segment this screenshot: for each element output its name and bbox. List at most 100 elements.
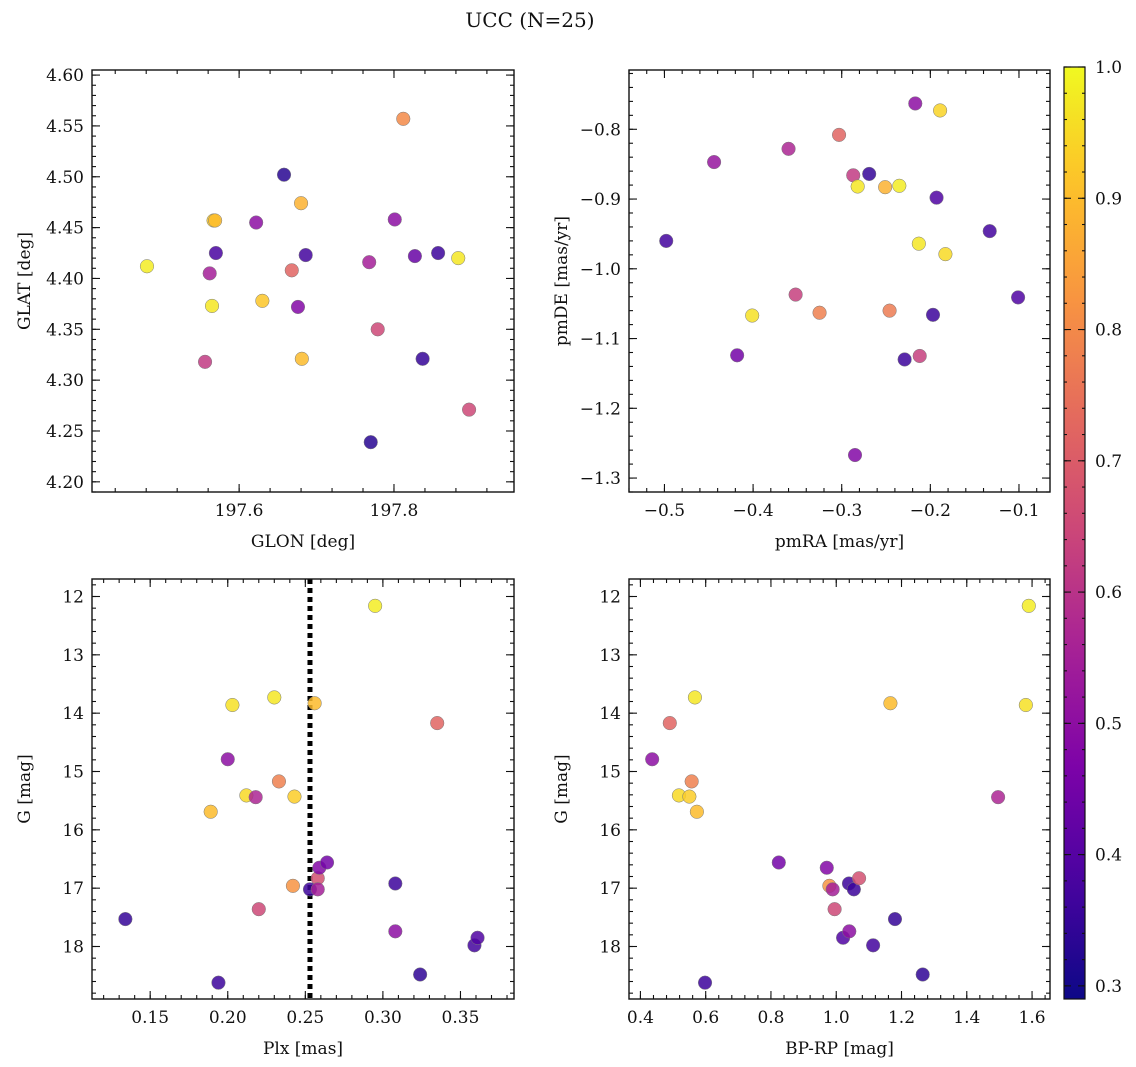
axis-ticks xyxy=(92,579,514,999)
scatter-point xyxy=(470,930,485,945)
colorbar-tick-label: 0.3 xyxy=(1095,977,1122,997)
colorbar-tick-label: 0.4 xyxy=(1095,846,1122,866)
scatter-point xyxy=(991,790,1006,805)
figure-title: UCC (N=25) xyxy=(465,8,594,32)
y-tick-label: 4.20 xyxy=(46,473,84,493)
scatter-point xyxy=(413,967,428,982)
scatter-point xyxy=(267,690,282,705)
scatter-points xyxy=(139,111,477,450)
scatter-point xyxy=(1011,290,1026,305)
x-tick-label: 0.35 xyxy=(442,1008,480,1028)
y-tick-label: 4.55 xyxy=(46,117,84,137)
scatter-point xyxy=(294,196,309,211)
scatter-point xyxy=(290,299,306,314)
scatter-point xyxy=(139,259,155,274)
y-tick-label: −0.8 xyxy=(580,120,621,140)
y-tick-label: 4.30 xyxy=(46,371,84,391)
scatter-point xyxy=(825,882,840,897)
scatter-point xyxy=(662,716,677,731)
scatter-point xyxy=(745,308,760,323)
x-axis-label: GLON [deg] xyxy=(251,532,355,552)
scatter-point xyxy=(707,155,722,170)
panel-glon-glat: 197.6 197.8 4.20 4.25 4.30 4.35 4.40 4.45 4.50 4.… xyxy=(15,66,515,552)
scatter-point xyxy=(310,882,325,897)
y-axis-label: GLAT [deg] xyxy=(15,232,35,330)
y-tick-label: −1.3 xyxy=(580,469,621,489)
y-tick-label: 12 xyxy=(62,588,84,608)
y-tick-label: 4.40 xyxy=(46,269,84,289)
scatter-point xyxy=(819,860,834,875)
scatter-point xyxy=(368,598,383,613)
x-axis-label: BP-RP [mag] xyxy=(785,1039,894,1059)
x-tick-label: 0.15 xyxy=(131,1008,169,1028)
scatter-point xyxy=(827,902,842,917)
scatter-point xyxy=(208,213,223,228)
scatter-point xyxy=(249,215,264,230)
scatter-point xyxy=(862,166,877,181)
axis-ticks xyxy=(628,70,1050,493)
colorbar-tick-label: 0.9 xyxy=(1095,189,1122,209)
scatter-point xyxy=(697,975,713,990)
axis-ticks xyxy=(92,70,514,493)
scatter-point xyxy=(771,855,786,870)
axes-frame xyxy=(628,69,1051,493)
scatter-point xyxy=(255,293,270,308)
colorbar-tick-label: 0.6 xyxy=(1095,583,1122,603)
scatter-point xyxy=(307,696,322,711)
scatter-point xyxy=(211,975,226,990)
x-axis-label: pmRA [mas/yr] xyxy=(775,532,904,552)
scatter-point xyxy=(887,912,903,927)
scatter-point xyxy=(682,789,697,804)
scatter-point xyxy=(202,266,217,281)
y-axis-label: G [mag] xyxy=(552,754,572,823)
panel-plx-g: 0.15 0.20 0.25 0.30 0.35 12 13 14 15 16 17 18 Plx [m… xyxy=(15,578,515,1059)
x-tick-label: 0.30 xyxy=(364,1008,402,1028)
x-tick-label: 1.2 xyxy=(888,1008,915,1028)
y-tick-label: 15 xyxy=(599,763,621,783)
y-tick-label: 16 xyxy=(599,821,621,841)
scatter-point xyxy=(363,435,378,450)
y-tick-label: −1.2 xyxy=(580,399,621,419)
scatter-point xyxy=(866,938,881,953)
y-tick-label: 16 xyxy=(62,821,84,841)
scatter-point xyxy=(208,245,223,261)
scatter-point xyxy=(788,287,803,302)
scatter-point xyxy=(431,245,446,261)
scatter-point xyxy=(929,190,944,205)
scatter-point xyxy=(659,233,674,248)
y-tick-label: 4.60 xyxy=(46,66,84,86)
scatter-point xyxy=(388,924,403,939)
x-tick-label: 0.8 xyxy=(757,1008,784,1028)
scatter-point xyxy=(842,924,857,939)
scatter-point xyxy=(387,212,402,227)
scatter-point xyxy=(204,298,220,313)
x-tick-label: −0.1 xyxy=(998,501,1039,521)
scatter-points xyxy=(659,96,1026,463)
scatter-point xyxy=(396,111,411,126)
scatter-point xyxy=(294,351,309,366)
y-tick-label: 13 xyxy=(62,646,84,666)
panels: 197.6 197.8 4.20 4.25 4.30 4.35 4.40 4.45 4.50 4.… xyxy=(15,66,1051,1059)
scatter-point xyxy=(203,804,218,819)
y-tick-label: 17 xyxy=(62,879,84,899)
scatter-point xyxy=(220,752,235,767)
y-tick-label: 4.45 xyxy=(46,219,84,239)
x-tick-label: −0.4 xyxy=(732,501,773,521)
scatter-point xyxy=(812,305,827,320)
scatter-point xyxy=(197,354,213,369)
x-tick-label: 0.6 xyxy=(692,1008,719,1028)
scatter-point xyxy=(319,855,335,870)
colorbar-tick-label: 0.5 xyxy=(1095,714,1122,734)
colorbar-tick-label: 0.7 xyxy=(1095,452,1122,472)
scatter-point xyxy=(912,348,927,364)
y-tick-label: −0.9 xyxy=(580,190,621,210)
x-tick-label: 0.25 xyxy=(286,1008,324,1028)
scatter-point xyxy=(645,752,660,767)
scatter-point xyxy=(407,249,422,264)
x-tick-label: 1.0 xyxy=(823,1008,850,1028)
axes-frame xyxy=(628,578,1051,1000)
scatter-point xyxy=(284,263,299,278)
scatter-point xyxy=(251,902,266,917)
scatter-point xyxy=(388,876,403,891)
scatter-point xyxy=(276,167,292,182)
